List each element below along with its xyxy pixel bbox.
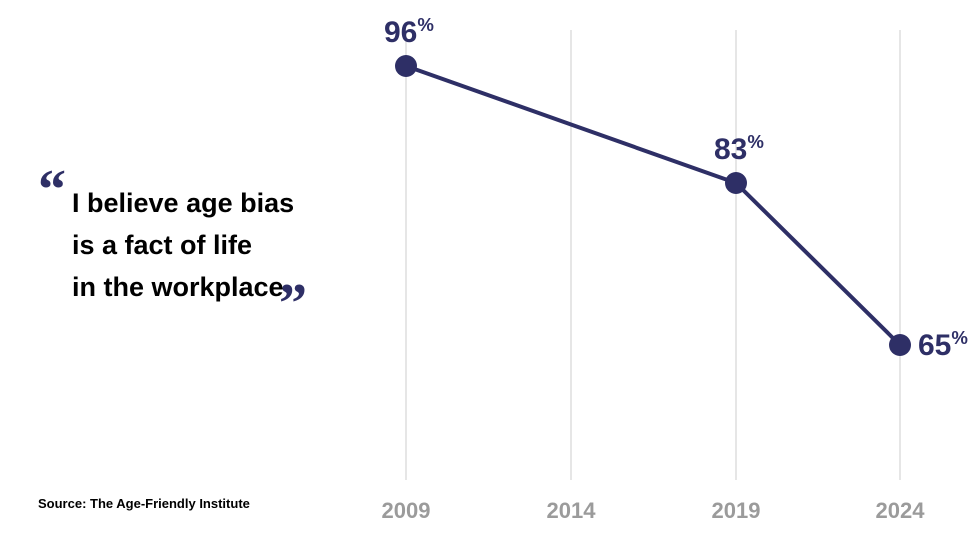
- quote-text: I believe age bias is a fact of life in …: [72, 183, 294, 309]
- gridline: [899, 30, 901, 480]
- gridline: [405, 30, 407, 480]
- chart-line: [406, 66, 900, 345]
- x-axis-tick-label: 2024: [876, 498, 925, 524]
- x-axis-tick-label: 2014: [547, 498, 596, 524]
- data-point-label: 96%: [384, 14, 434, 50]
- quote-close-icon: ”: [279, 290, 307, 318]
- x-axis-tick-label: 2009: [382, 498, 431, 524]
- chart-canvas: { "quote": { "open_glyph": "\u201C", "cl…: [0, 0, 975, 548]
- gridline: [570, 30, 572, 480]
- source-attribution: Source: The Age-Friendly Institute: [38, 496, 250, 511]
- data-point-label: 83%: [714, 131, 764, 167]
- gridline: [735, 30, 737, 480]
- data-point-label: 65%: [918, 327, 968, 363]
- quote-block: I believe age bias is a fact of life in …: [72, 183, 294, 309]
- quote-open-icon: “: [38, 176, 66, 204]
- x-axis-tick-label: 2019: [712, 498, 761, 524]
